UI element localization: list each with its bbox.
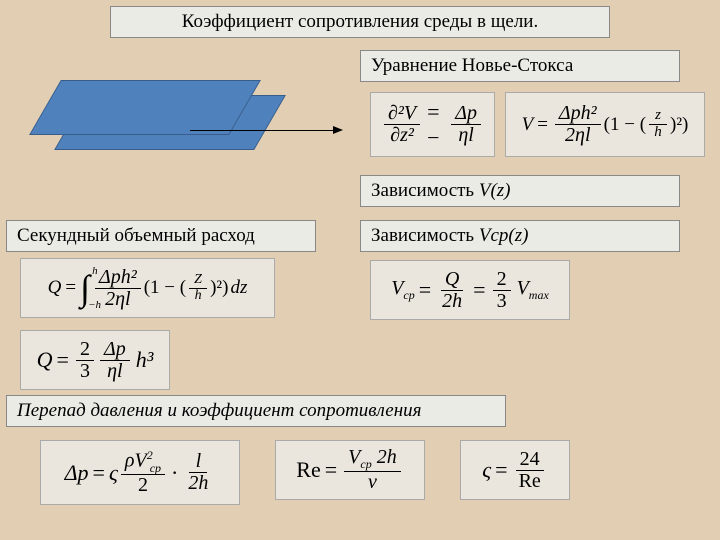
- pressure-label: Перепад давления и коэффициент сопротивл…: [17, 400, 421, 421]
- navier1-rden: ηl: [458, 124, 473, 146]
- q1-num: Δph²: [95, 267, 141, 289]
- dp-den: 2: [134, 475, 152, 496]
- q2-h3: h³: [136, 347, 154, 373]
- vcp-num: Q: [441, 269, 463, 291]
- formula-dp: Δp = ς ρV2ср 2 · l 2h: [40, 440, 240, 505]
- q1-z: Z: [189, 273, 207, 289]
- dp-lhs: Δp: [65, 460, 89, 486]
- navier2-den: 2ηl: [565, 124, 590, 146]
- zeta2-sym: ς: [482, 457, 491, 483]
- dp-2h: 2h: [184, 473, 212, 494]
- navier2-open: (1 − (: [604, 114, 646, 136]
- formula-re: Re = Vср 2h ν: [275, 440, 425, 500]
- vcp-23n: 2: [493, 269, 511, 291]
- zeta-den: Re: [515, 471, 545, 492]
- q2-23d: 3: [76, 361, 94, 382]
- pressure-label-box: Перепад давления и коэффициент сопротивл…: [6, 395, 506, 427]
- navier-label-box: Уравнение Новье-Стокса: [360, 50, 680, 82]
- navier2-v: V: [522, 114, 534, 136]
- title-text: Коэффициент сопротивления среды в щели.: [182, 11, 538, 32]
- navier2-num: Δph²: [559, 102, 597, 124]
- navier2-close: )²): [670, 114, 688, 136]
- int-upper: h: [92, 265, 98, 277]
- vcp-den: 2h: [438, 291, 466, 312]
- vcp-23d: 3: [493, 291, 511, 312]
- formula-navier1: ∂²V ∂z² = − Δp ηl: [370, 92, 495, 157]
- re-sym: Re: [296, 457, 320, 483]
- navier1-den: ∂z²: [390, 124, 414, 146]
- navier2-h: h: [649, 125, 667, 141]
- navier1-rnum: Δp: [455, 102, 477, 124]
- integral-icon: ∫ h −h: [80, 267, 90, 309]
- q2-dpn: Δp: [100, 339, 130, 361]
- q2-dpd: ηl: [103, 361, 126, 382]
- zeta-sym: ς: [109, 460, 118, 486]
- arrow-line: [190, 130, 335, 131]
- vcpz-var: Vср(z): [479, 225, 529, 246]
- formula-q-result: Q = 2 3 Δp ηl h³: [20, 330, 170, 390]
- arrow-head: [333, 126, 343, 134]
- plate-front: [29, 80, 261, 135]
- q1-open: (1 − (: [144, 277, 186, 299]
- dp-l: l: [189, 451, 207, 473]
- vz-prefix: Зависимость: [371, 180, 479, 201]
- flow-rate-label: Секундный объемный расход: [17, 225, 255, 246]
- int-lower: −h: [88, 299, 101, 311]
- vz-var: V(z): [479, 180, 511, 201]
- vcpz-label-box: Зависимость Vср(z): [360, 220, 680, 252]
- q2-23n: 2: [76, 339, 94, 361]
- q1-close: )²): [210, 277, 228, 299]
- formula-navier2: V = Δph² 2ηl (1 − ( z h )²): [505, 92, 705, 157]
- flow-rate-box: Секундный объемный расход: [6, 220, 316, 252]
- formula-q-integral: Q = ∫ h −h Δph² 2ηl (1 − ( Z h )²) dz: [20, 258, 275, 318]
- q1-den: 2ηl: [101, 289, 134, 310]
- navier2-z: z: [649, 108, 667, 125]
- vz-label-box: Зависимость V(z): [360, 175, 680, 207]
- q1-dz: dz: [230, 277, 247, 299]
- vcpz-prefix: Зависимость: [371, 225, 479, 246]
- re-den: ν: [363, 472, 381, 493]
- title-box: Коэффициент сопротивления среды в щели.: [110, 6, 610, 38]
- q2-sym: Q: [37, 347, 53, 373]
- q1-h: h: [189, 289, 207, 304]
- zeta-num: 24: [516, 449, 544, 471]
- formula-vcp: Vср = Q 2h = 2 3 Vmax: [370, 260, 570, 320]
- formula-zeta: ς = 24 Re: [460, 440, 570, 500]
- navier-label: Уравнение Новье-Стокса: [371, 55, 573, 76]
- q-sym: Q: [48, 277, 62, 299]
- navier1-num: ∂²V: [388, 102, 416, 124]
